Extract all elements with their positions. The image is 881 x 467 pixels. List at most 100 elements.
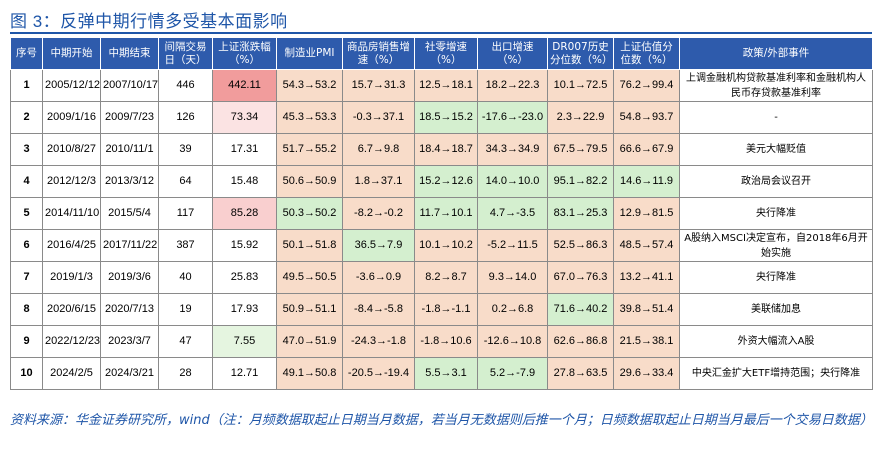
end-date: 2009/7/23 — [100, 101, 159, 134]
retail-growth: 10.1→10.2 — [414, 229, 478, 262]
export-growth: -17.6→-23.0 — [477, 101, 548, 134]
dr007-percentile: 2.3→22.9 — [547, 101, 614, 134]
title-divider — [10, 32, 872, 34]
retail-growth: 8.2→8.7 — [414, 261, 478, 294]
end-date: 2010/11/1 — [100, 133, 159, 166]
dr007-percentile: 71.6→40.2 — [547, 293, 614, 326]
trading-days: 47 — [158, 325, 213, 358]
policy-event: A股纳入MSCI决定宣布，自2018年6月开始实施 — [679, 229, 873, 262]
policy-event: 美元大幅贬值 — [679, 133, 873, 166]
trading-days: 64 — [158, 165, 213, 198]
retail-growth: 5.5→3.1 — [414, 357, 478, 390]
valuation-percentile: 39.8→51.4 — [613, 293, 680, 326]
valuation-percentile: 29.6→33.4 — [613, 357, 680, 390]
policy-event: 上调金融机构贷款基准利率和金融机构人民币存贷款基准利率 — [679, 69, 873, 102]
housing-sales-growth: -24.3→-1.8 — [342, 325, 415, 358]
export-growth: 0.2→6.8 — [477, 293, 548, 326]
valuation-percentile: 54.8→93.7 — [613, 101, 680, 134]
table-row: 4 2012/12/3 2013/3/12 64 15.48 50.6→50.9… — [10, 165, 873, 198]
header-cell: 序号 — [10, 37, 43, 70]
index-change: 73.34 — [212, 101, 277, 134]
housing-sales-growth: -3.6→0.9 — [342, 261, 415, 294]
valuation-percentile: 76.2→99.4 — [613, 69, 680, 102]
dr007-percentile: 27.8→63.5 — [547, 357, 614, 390]
index-change: 17.93 — [212, 293, 277, 326]
policy-event: 中央汇金扩大ETF增持范围；央行降准 — [679, 357, 873, 390]
header-cell: 上证涨跌幅（%） — [212, 37, 277, 70]
start-date: 2016/4/25 — [42, 229, 101, 262]
pmi-value: 51.7→55.2 — [276, 133, 343, 166]
header-cell: 中期结束 — [100, 37, 159, 70]
row-index: 3 — [10, 133, 43, 166]
export-growth: 9.3→14.0 — [477, 261, 548, 294]
dr007-percentile: 62.6→86.8 — [547, 325, 614, 358]
housing-sales-growth: 1.8→37.1 — [342, 165, 415, 198]
retail-growth: 11.7→10.1 — [414, 197, 478, 230]
housing-sales-growth: 6.7→9.8 — [342, 133, 415, 166]
pmi-value: 50.6→50.9 — [276, 165, 343, 198]
housing-sales-growth: 36.5→7.9 — [342, 229, 415, 262]
trading-days: 446 — [158, 69, 213, 102]
end-date: 2024/3/21 — [100, 357, 159, 390]
header-cell: 上证估值分位数（%） — [613, 37, 680, 70]
policy-event: 政治局会议召开 — [679, 165, 873, 198]
end-date: 2013/3/12 — [100, 165, 159, 198]
housing-sales-growth: -8.4→-5.8 — [342, 293, 415, 326]
housing-sales-growth: -20.5→-19.4 — [342, 357, 415, 390]
export-growth: -5.2→11.5 — [477, 229, 548, 262]
index-change: 85.28 — [212, 197, 277, 230]
trading-days: 117 — [158, 197, 213, 230]
end-date: 2019/3/6 — [100, 261, 159, 294]
policy-event: 美联储加息 — [679, 293, 873, 326]
end-date: 2007/10/17 — [100, 69, 159, 102]
index-change: 25.83 — [212, 261, 277, 294]
start-date: 2020/6/15 — [42, 293, 101, 326]
export-growth: -12.6→10.8 — [477, 325, 548, 358]
table-row: 10 2024/2/5 2024/3/21 28 12.71 49.1→50.8… — [10, 357, 873, 390]
pmi-value: 45.3→53.3 — [276, 101, 343, 134]
end-date: 2023/3/7 — [100, 325, 159, 358]
start-date: 2022/12/23 — [42, 325, 101, 358]
table-row: 3 2010/8/27 2010/11/1 39 17.31 51.7→55.2… — [10, 133, 873, 166]
pmi-value: 50.9→51.1 — [276, 293, 343, 326]
housing-sales-growth: 15.7→31.3 — [342, 69, 415, 102]
housing-sales-growth: -0.3→37.1 — [342, 101, 415, 134]
trading-days: 40 — [158, 261, 213, 294]
row-index: 7 — [10, 261, 43, 294]
end-date: 2020/7/13 — [100, 293, 159, 326]
data-table: 序号 中期开始 中期结束 间隔交易日（天） 上证涨跌幅（%） 制造业PMI 商品… — [10, 37, 873, 390]
valuation-percentile: 12.9→81.5 — [613, 197, 680, 230]
header-cell: 政策/外部事件 — [679, 37, 873, 70]
retail-growth: -1.8→10.6 — [414, 325, 478, 358]
valuation-percentile: 48.5→57.4 — [613, 229, 680, 262]
pmi-value: 47.0→51.9 — [276, 325, 343, 358]
valuation-percentile: 14.6→11.9 — [613, 165, 680, 198]
dr007-percentile: 52.5→86.3 — [547, 229, 614, 262]
pmi-value: 50.3→50.2 — [276, 197, 343, 230]
header-cell: DR007历史分位数（%） — [547, 37, 614, 70]
retail-growth: 12.5→18.1 — [414, 69, 478, 102]
start-date: 2010/8/27 — [42, 133, 101, 166]
trading-days: 39 — [158, 133, 213, 166]
start-date: 2019/1/3 — [42, 261, 101, 294]
policy-event: - — [679, 101, 873, 134]
valuation-percentile: 66.6→67.9 — [613, 133, 680, 166]
table-row: 2 2009/1/16 2009/7/23 126 73.34 45.3→53.… — [10, 101, 873, 134]
row-index: 4 — [10, 165, 43, 198]
row-index: 1 — [10, 69, 43, 102]
row-index: 10 — [10, 357, 43, 390]
header-row: 序号 中期开始 中期结束 间隔交易日（天） 上证涨跌幅（%） 制造业PMI 商品… — [10, 37, 873, 70]
row-index: 5 — [10, 197, 43, 230]
trading-days: 28 — [158, 357, 213, 390]
trading-days: 387 — [158, 229, 213, 262]
index-change: 442.11 — [212, 69, 277, 102]
end-date: 2015/5/4 — [100, 197, 159, 230]
header-cell: 间隔交易日（天） — [158, 37, 213, 70]
valuation-percentile: 13.2→41.1 — [613, 261, 680, 294]
retail-growth: 18.5→15.2 — [414, 101, 478, 134]
pmi-value: 50.1→51.8 — [276, 229, 343, 262]
export-growth: 18.2→22.3 — [477, 69, 548, 102]
table-row: 9 2022/12/23 2023/3/7 47 7.55 47.0→51.9 … — [10, 325, 873, 358]
table-row: 6 2016/4/25 2017/11/22 387 15.92 50.1→51… — [10, 229, 873, 262]
pmi-value: 49.5→50.5 — [276, 261, 343, 294]
